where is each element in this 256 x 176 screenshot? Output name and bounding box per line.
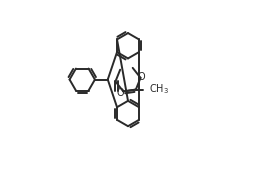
Text: O: O: [116, 88, 124, 98]
Text: O: O: [138, 72, 145, 82]
Text: CH$_3$: CH$_3$: [149, 83, 169, 96]
